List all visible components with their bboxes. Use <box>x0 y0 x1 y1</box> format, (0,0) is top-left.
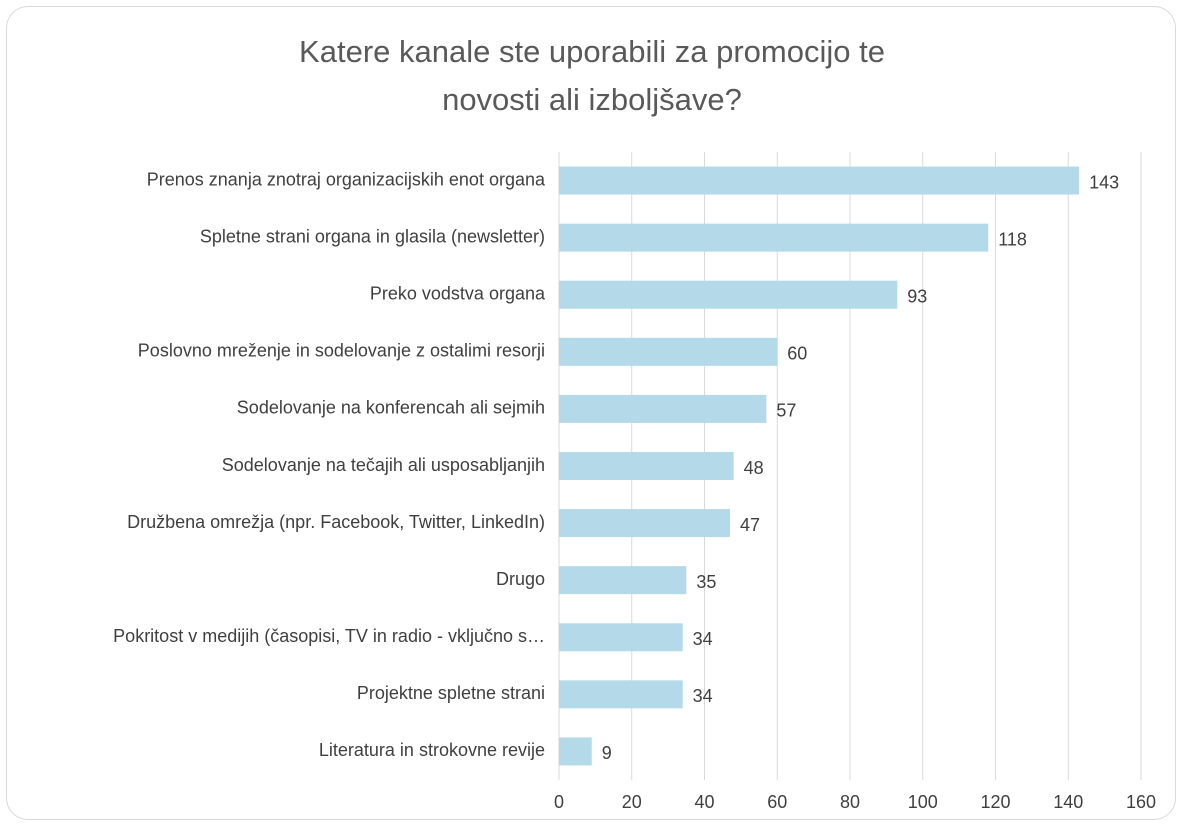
bar <box>559 566 687 595</box>
data-label: 34 <box>693 686 713 706</box>
x-tick-label: 160 <box>1126 792 1156 812</box>
bar <box>559 452 734 480</box>
x-tick-label: 140 <box>1053 792 1083 812</box>
bar <box>559 737 592 766</box>
y-tick-label: Preko vodstva organa <box>370 283 546 303</box>
data-label: 57 <box>776 401 796 421</box>
x-tick-label: 0 <box>554 792 564 812</box>
data-label: 47 <box>740 515 760 535</box>
bar <box>559 280 898 309</box>
chart-title: Katere kanale ste uporabili za promocijo… <box>299 34 885 117</box>
x-tick-label: 120 <box>980 792 1010 812</box>
x-tick-label: 100 <box>908 792 938 812</box>
data-label: 9 <box>602 743 612 763</box>
bar <box>559 394 767 423</box>
y-tick-label: Sodelovanje na tečajih ali usposabljanji… <box>222 455 545 475</box>
y-tick-label: Projektne spletne strani <box>357 683 545 703</box>
bar <box>559 337 778 366</box>
y-tick-label: Spletne strani organa in glasila (newsle… <box>200 226 545 246</box>
bar <box>559 223 989 252</box>
data-label: 60 <box>787 344 807 364</box>
chart-title-box: Katere kanale ste uporabili za promocijo… <box>0 28 1184 124</box>
data-label: 35 <box>696 572 716 592</box>
data-label: 48 <box>744 458 764 478</box>
x-tick-label: 20 <box>622 792 642 812</box>
chart-frame <box>6 6 1176 820</box>
y-tick-label: Pokritost v medijih (časopisi, TV in rad… <box>113 626 545 646</box>
y-tick-label: Sodelovanje na konferencah ali sejmih <box>237 398 545 418</box>
x-tick-label: 40 <box>694 792 714 812</box>
y-tick-label: Literatura in strokovne revije <box>319 740 545 760</box>
bar <box>559 680 683 709</box>
data-label: 93 <box>907 286 927 306</box>
y-tick-label: Poslovno mreženje in sodelovanje z ostal… <box>138 341 545 361</box>
y-tick-label: Prenos znanja znotraj organizacijskih en… <box>147 169 546 189</box>
bar <box>559 509 730 538</box>
x-tick-label: 80 <box>840 792 860 812</box>
bar <box>559 166 1080 195</box>
x-tick-label: 60 <box>767 792 787 812</box>
y-tick-label: Družbena omrežja (npr. Facebook, Twitter… <box>127 512 545 532</box>
data-label: 118 <box>998 229 1027 249</box>
y-tick-label: Drugo <box>496 569 545 589</box>
data-label: 34 <box>693 629 713 649</box>
data-label: 143 <box>1089 172 1119 192</box>
bar <box>559 623 683 652</box>
